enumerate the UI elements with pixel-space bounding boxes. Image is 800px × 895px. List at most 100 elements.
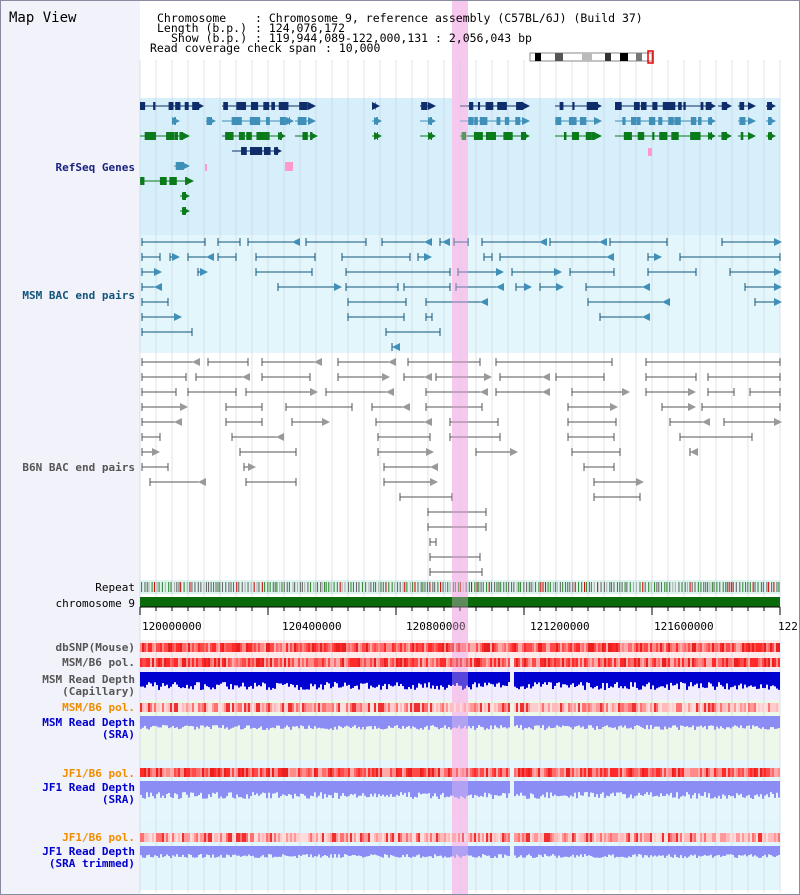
b6n-bac-end-arrow <box>430 463 438 471</box>
msm-b6-polymorphism-sra <box>270 703 272 712</box>
jf1-read-depth-sra <box>774 781 776 798</box>
track-label-b6n-bac[interactable]: B6N BAC end pairs <box>22 461 135 474</box>
dbsnp-density <box>434 643 436 652</box>
msm-b6-polymorphism-sra <box>474 703 476 712</box>
dbsnp-density <box>616 643 618 652</box>
refseq-exon <box>615 102 622 110</box>
msm-read-depth-capillary <box>468 672 470 688</box>
jf1-read-depth-trimmed <box>544 846 546 855</box>
jf1-read-depth-sra <box>632 781 634 799</box>
track-label-msm-b6-pol-1[interactable]: MSM/B6 pol. <box>62 656 135 669</box>
jf1-b6-polymorphism <box>738 768 740 777</box>
jf1-read-depth-trimmed <box>674 846 676 855</box>
jf1-read-depth-trimmed <box>676 846 678 857</box>
jf1-b6-polymorphism <box>774 768 776 777</box>
track-label-jf1-b6-pol-1[interactable]: JF1/B6 pol. <box>62 767 135 780</box>
jf1-b6-polymorphism-trimmed <box>268 833 270 842</box>
jf1-b6-polymorphism-trimmed <box>452 833 454 842</box>
dbsnp-density <box>170 643 172 652</box>
repeat-element <box>593 582 595 592</box>
dbsnp-density <box>632 643 634 652</box>
msm-read-depth-sra <box>522 716 524 730</box>
msm-bac-end-arrow <box>642 283 650 291</box>
track-label-msm-depth-capillary[interactable]: MSM Read Depth <box>42 673 135 686</box>
dbsnp-density <box>560 643 562 652</box>
msm-b6-polymorphism-sra <box>330 703 332 712</box>
jf1-read-depth-sra <box>414 781 416 797</box>
msm-read-depth-sra <box>482 716 484 728</box>
msm-b6-polymorphism-sra <box>306 703 308 712</box>
msm-b6-polymorphism <box>290 658 292 667</box>
repeat-element <box>378 582 380 592</box>
jf1-b6-polymorphism <box>584 768 586 777</box>
msm-read-depth-capillary <box>256 672 258 687</box>
jf1-b6-polymorphism-trimmed <box>274 833 276 842</box>
refseq-exon <box>236 102 245 110</box>
repeat-element <box>444 582 447 592</box>
msm-read-depth-sra <box>658 716 660 727</box>
jf1-read-depth-trimmed <box>488 846 490 856</box>
jf1-b6-polymorphism <box>626 768 628 777</box>
track-label-repeat[interactable]: Repeat <box>95 581 135 594</box>
jf1-b6-polymorphism <box>540 768 542 777</box>
msm-b6-polymorphism-sra <box>556 703 558 712</box>
msm-read-depth-capillary <box>224 672 226 683</box>
msm-b6-polymorphism-sra <box>654 703 656 712</box>
jf1-read-depth-sra <box>324 781 326 794</box>
track-label-msm-b6-pol-2[interactable]: MSM/B6 pol. <box>62 701 135 714</box>
track-label-msm-depth-sra[interactable]: MSM Read Depth <box>42 716 135 729</box>
jf1-b6-polymorphism-trimmed <box>758 833 760 842</box>
msm-b6-polymorphism-sra <box>344 703 346 712</box>
msm-read-depth-sra <box>454 716 456 728</box>
refseq-exon <box>700 102 704 110</box>
dbsnp-density <box>342 643 344 652</box>
refseq-strand-arrow <box>308 102 316 110</box>
jf1-b6-polymorphism <box>712 768 714 777</box>
jf1-b6-polymorphism-trimmed <box>686 833 688 842</box>
jf1-read-depth-sra <box>330 781 332 796</box>
msm-b6-polymorphism-sra <box>778 703 780 712</box>
jf1-read-depth-trimmed <box>194 846 196 858</box>
repeat-element <box>269 582 271 592</box>
msm-b6-polymorphism <box>148 658 150 667</box>
msm-b6-polymorphism <box>746 658 748 667</box>
msm-read-depth-sra <box>764 716 766 729</box>
jf1-read-depth-sra <box>704 781 706 793</box>
msm-b6-polymorphism <box>520 658 522 667</box>
msm-b6-polymorphism-sra <box>294 703 296 712</box>
track-label-refseq[interactable]: RefSeq Genes <box>55 161 135 174</box>
jf1-read-depth-trimmed <box>586 846 588 857</box>
msm-b6-polymorphism-sra <box>140 703 142 712</box>
repeat-element <box>581 582 583 592</box>
msm-b6-polymorphism <box>718 658 720 667</box>
msm-b6-polymorphism-sra <box>478 703 480 712</box>
msm-b6-polymorphism <box>450 658 452 667</box>
jf1-read-depth-sra <box>154 781 156 799</box>
jf1-b6-polymorphism <box>232 768 234 777</box>
msm-b6-polymorphism-sra <box>636 703 638 712</box>
msm-b6-polymorphism-sra <box>280 703 282 712</box>
jf1-read-depth-trimmed <box>304 846 306 855</box>
msm-b6-polymorphism <box>350 658 352 667</box>
repeat-element <box>626 582 628 592</box>
dbsnp-density <box>664 643 666 652</box>
track-label-jf1-depth-trimmed[interactable]: JF1 Read Depth <box>42 845 135 858</box>
track-label-dbsnp[interactable]: dbSNP(Mouse) <box>55 641 135 654</box>
track-label-msm-bac[interactable]: MSM BAC end pairs <box>22 289 135 302</box>
jf1-b6-polymorphism <box>482 768 484 777</box>
jf1-b6-polymorphism-trimmed <box>408 833 410 842</box>
msm-b6-polymorphism <box>556 658 558 667</box>
jf1-read-depth-sra <box>602 781 604 793</box>
msm-b6-polymorphism <box>314 658 316 667</box>
track-label-jf1-b6-pol-2[interactable]: JF1/B6 pol. <box>62 831 135 844</box>
track-label-jf1-depth-sra[interactable]: JF1 Read Depth <box>42 781 135 794</box>
jf1-read-depth-sra <box>344 781 346 796</box>
msm-read-depth-capillary <box>524 672 526 689</box>
jf1-b6-polymorphism <box>140 768 142 777</box>
msm-read-depth-capillary <box>234 672 236 686</box>
msm-b6-polymorphism-sra <box>564 703 566 712</box>
msm-b6-polymorphism <box>604 658 606 667</box>
jf1-b6-polymorphism <box>248 768 250 777</box>
jf1-b6-polymorphism-trimmed <box>184 833 186 842</box>
